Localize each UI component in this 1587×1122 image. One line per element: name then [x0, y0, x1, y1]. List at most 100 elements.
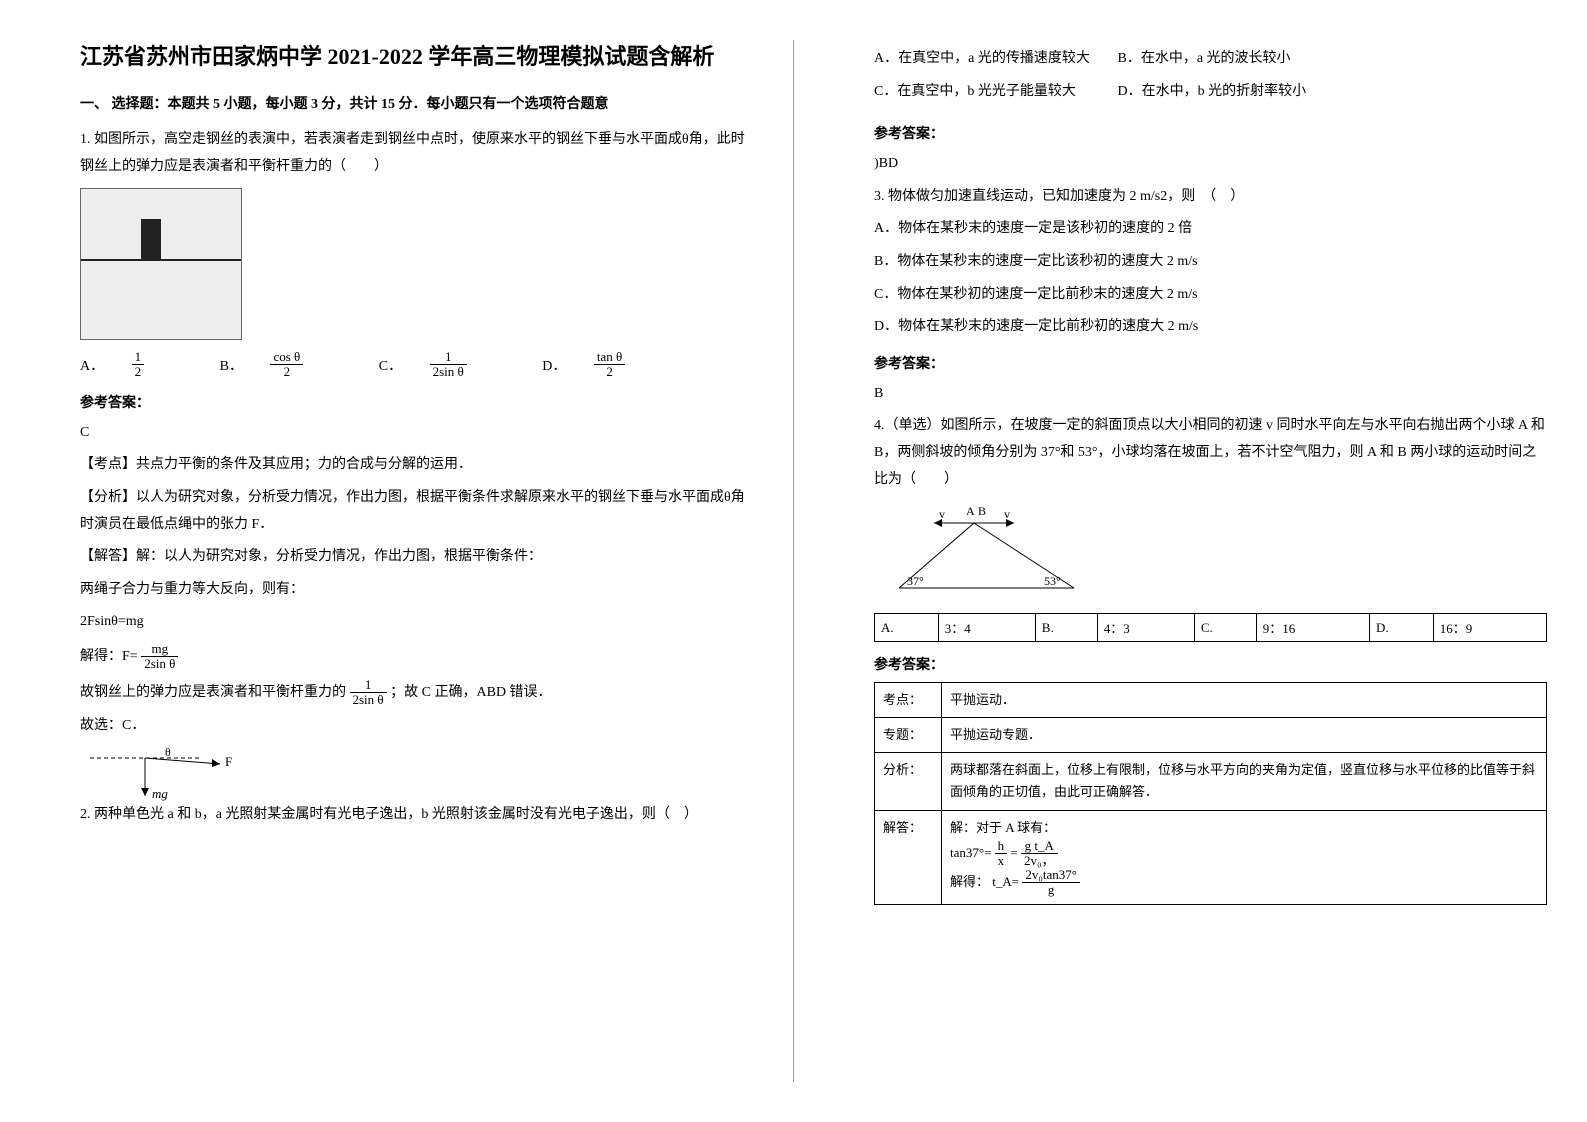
v4-l2-den1: x — [995, 854, 1008, 868]
q4-opt-A-l: A. — [875, 614, 939, 642]
q1-exp7-suffix: ；故 C 正确，ABD 错误． — [390, 685, 551, 700]
q3-opt-D: D．物体在某秒末的速度一定比前秒初的速度大 2 m/s — [874, 314, 1547, 341]
row-zhuanti: 专题： 平抛运动专题． — [875, 718, 1547, 753]
q1-exp6-frac: mg 2sin θ — [141, 642, 178, 672]
q1-exp6-den: 2sin θ — [141, 657, 178, 671]
ref-ans-label-1: 参考答案： — [80, 392, 753, 412]
q4-opt-B-v: 4：3 — [1097, 614, 1194, 642]
q2-options: A．在真空中，a 光的传播速度较大 B．在水中，a 光的波长较小 C．在真空中，… — [874, 46, 1547, 111]
q4-opt-D-v: 16：9 — [1433, 614, 1546, 642]
force-svg: F mg θ — [80, 746, 260, 806]
q4-answer-table: 考点： 平抛运动． 专题： 平抛运动专题． 分析： 两球都落在斜面上，位移上有限… — [874, 682, 1547, 905]
q1-force-diagram: F mg θ — [80, 746, 260, 796]
q4-opt-B-l: B. — [1035, 614, 1097, 642]
q1-exp-5: 2Fsinθ=mg — [80, 609, 753, 636]
v4-l2-num2: g t_A — [1021, 839, 1058, 854]
q3-opt-B: B．物体在某秒末的速度一定比该秒初的速度大 2 m/s — [874, 249, 1547, 276]
q3-opt-A: A．物体在某秒末的速度一定是该秒初的速度的 2 倍 — [874, 216, 1547, 243]
opt-A-frac: 1 2 — [132, 350, 169, 380]
F-label: F — [225, 754, 232, 769]
v-left: v — [939, 507, 945, 521]
q2-opt-C: C．在真空中，b 光光子能量较大 — [874, 79, 1114, 106]
q1-opt-C: C． 1 2sin θ — [379, 350, 515, 380]
performer-icon — [141, 219, 161, 259]
opt-B-den: 2 — [270, 365, 303, 379]
q3-stem: 3. 物体做匀加速直线运动，已知加速度为 2 m/s2，则 （ ） — [874, 184, 1547, 211]
opt-B-label: B． — [220, 355, 243, 375]
q4-stem: 4.（单选）如图所示，在坡度一定的斜面顶点以大小相同的初速 v 同时水平向左与水… — [874, 413, 1547, 493]
v4-l2-frac2: g t_A 2v₀， — [1021, 839, 1058, 869]
q1-exp6-num: mg — [141, 642, 178, 657]
opt-A-label: A． — [80, 355, 104, 375]
q1-answer: C — [80, 420, 753, 447]
q2-opt-B: B．在水中，a 光的波长较小 — [1118, 46, 1358, 73]
q1-exp7-den: 2sin θ — [350, 693, 387, 707]
row-jieda: 解答： 解：对于 A 球有： tan37°= h x = g t_A 2v₀， — [875, 810, 1547, 904]
row-fenxi: 分析： 两球都落在斜面上，位移上有限制，位移与水平方向的夹角为定值，竖直位移与水… — [875, 753, 1547, 810]
opt-D-den: 2 — [594, 365, 625, 379]
v4-line1: 解：对于 A 球有： — [950, 817, 1538, 839]
q1-exp7-frac: 1 2sin θ — [350, 678, 387, 708]
v4-l2-num1: h — [995, 839, 1008, 854]
v-right: v — [1004, 507, 1010, 521]
v2: 平抛运动专题． — [942, 718, 1547, 753]
opt-C-den: 2sin θ — [430, 365, 467, 379]
v4-l3-lhs: t_A= — [992, 874, 1019, 889]
q1-exp-1: 【考点】共点力平衡的条件及其应用；力的合成与分解的运用． — [80, 452, 753, 479]
v4-l3-pre: 解得： — [950, 874, 989, 889]
q1-opt-B: B． cos θ 2 — [220, 350, 352, 380]
q1-options: A． 1 2 B． cos θ 2 C． 1 2sin θ — [80, 350, 753, 380]
opt-C-label: C． — [379, 355, 402, 375]
q1-opt-A: A． 1 2 — [80, 350, 192, 380]
v4-l2-eq: = — [1010, 844, 1017, 859]
opt-A-num: 1 — [132, 350, 145, 365]
ref-ans-label-2: 参考答案： — [874, 123, 1547, 143]
q1-exp-2: 【分析】以人为研究对象，分析受力情况，作出力图，根据平衡条件求解原来水平的钢丝下… — [80, 485, 753, 538]
q4-svg: v v A B 37° 53° — [874, 503, 1094, 603]
v4-l2-pre: tan37°= — [950, 844, 991, 859]
q2-answer: )BD — [874, 151, 1547, 178]
opt-B-num: cos θ — [270, 350, 303, 365]
q4-opt-A-v: 3：4 — [938, 614, 1035, 642]
ang37: 37° — [907, 574, 924, 588]
q1-exp7-num: 1 — [350, 678, 387, 693]
v4-line2: tan37°= h x = g t_A 2v₀， — [950, 839, 1538, 869]
A-label: A — [966, 504, 975, 518]
q4-opt-C-l: C. — [1194, 614, 1256, 642]
q2-opt-D: D．在水中，b 光的折射率较小 — [1118, 79, 1358, 106]
opt-D-num: tan θ — [594, 350, 625, 365]
q1-exp-6: 解得：F= mg 2sin θ — [80, 642, 753, 672]
opt-B-frac: cos θ 2 — [270, 350, 327, 380]
q1-exp-8: 故选：C． — [80, 713, 753, 740]
v1: 平抛运动． — [942, 683, 1547, 718]
q4-options-table: A. 3：4 B. 4：3 C. 9：16 D. 16：9 — [874, 613, 1547, 642]
opt-C-num: 1 — [430, 350, 467, 365]
q2-opt-A: A．在真空中，a 光的传播速度较大 — [874, 46, 1114, 73]
exam-page: 江苏省苏州市田家炳中学 2021-2022 学年高三物理模拟试题含解析 一、 选… — [0, 0, 1587, 1122]
theta-label: θ — [165, 746, 171, 759]
q1-exp6-prefix: 解得：F= — [80, 649, 138, 664]
q3-opt-C: C．物体在某秒初的速度一定比前秒末的速度大 2 m/s — [874, 282, 1547, 309]
q1-opt-D: D． tan θ 2 — [542, 350, 673, 380]
doc-title: 江苏省苏州市田家炳中学 2021-2022 学年高三物理模拟试题含解析 — [80, 40, 753, 73]
section-1-head: 一、 选择题：本题共 5 小题，每小题 3 分，共计 15 分．每小题只有一个选… — [80, 93, 753, 113]
opt-D-frac: tan θ 2 — [594, 350, 649, 380]
opt-D-label: D． — [542, 355, 566, 375]
q4-options-row: A. 3：4 B. 4：3 C. 9：16 D. 16：9 — [875, 614, 1547, 642]
row-kaodian: 考点： 平抛运动． — [875, 683, 1547, 718]
q1-exp7-prefix: 故钢丝上的弹力应是表演者和平衡杆重力的 — [80, 685, 346, 700]
k1: 考点： — [875, 683, 942, 718]
q4-opt-D-l: D. — [1370, 614, 1434, 642]
opt-C-frac: 1 2sin θ — [430, 350, 491, 380]
v4-l3-num: 2v₀tan37° — [1022, 868, 1080, 883]
mg-label: mg — [152, 786, 168, 801]
q1-exp-7: 故钢丝上的弹力应是表演者和平衡杆重力的 1 2sin θ ；故 C 正确，ABD… — [80, 678, 753, 708]
opt-A-den: 2 — [132, 365, 145, 379]
v4-line3: 解得： t_A= 2v₀tan37° g — [950, 868, 1538, 898]
B-label: B — [978, 504, 986, 518]
v4-l3-frac: 2v₀tan37° g — [1022, 868, 1080, 898]
v3: 两球都落在斜面上，位移上有限制，位移与水平方向的夹角为定值，竖直位移与水平位移的… — [942, 753, 1547, 810]
q1-exp-3: 【解答】解：以人为研究对象，分析受力情况，作出力图，根据平衡条件： — [80, 544, 753, 571]
q1-figure — [80, 188, 242, 340]
k2: 专题： — [875, 718, 942, 753]
